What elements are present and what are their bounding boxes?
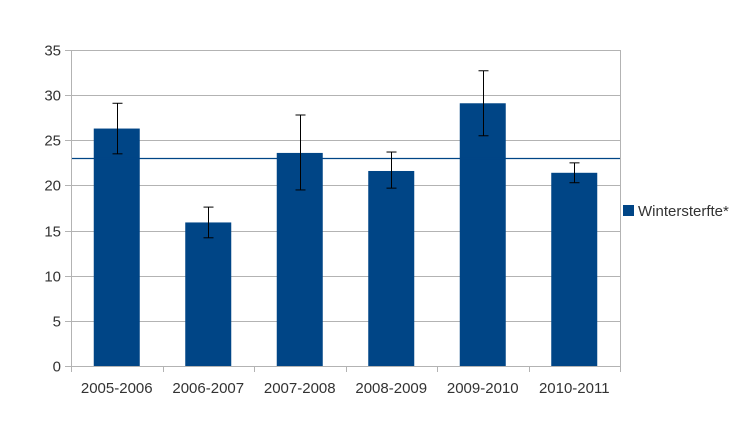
y-tick-label: 10 xyxy=(44,269,61,286)
error-bar xyxy=(295,114,306,191)
y-axis-ticks: 0 5 10 15 20 25 30 35 xyxy=(44,43,71,376)
y-tick-label: 5 xyxy=(53,314,61,331)
y-tick-label: 35 xyxy=(44,43,61,60)
y-tick-label: 20 xyxy=(44,178,61,195)
error-bar xyxy=(386,151,397,189)
error-bar xyxy=(112,102,123,155)
legend: Wintersterfte* xyxy=(623,203,729,220)
x-tick-label: 2005-2006 xyxy=(81,380,153,397)
y-tick-label: 15 xyxy=(44,224,61,241)
legend-label: Wintersterfte* xyxy=(638,203,729,220)
error-bar xyxy=(478,70,489,137)
bar xyxy=(368,170,415,366)
x-tick-label: 2007-2008 xyxy=(264,380,336,397)
bar xyxy=(551,172,598,366)
bar xyxy=(185,222,232,366)
y-tick-label: 30 xyxy=(44,88,61,105)
bars xyxy=(93,103,598,367)
x-tick-label: 2009-2010 xyxy=(447,380,519,397)
x-tick-label: 2006-2007 xyxy=(172,380,244,397)
bar xyxy=(93,128,140,366)
y-tick-label: 0 xyxy=(53,359,61,376)
error-bar xyxy=(569,162,580,184)
x-tick-label: 2010-2011 xyxy=(539,380,610,397)
bar xyxy=(459,103,506,367)
gridlines xyxy=(71,50,620,367)
axes xyxy=(71,50,621,372)
error-bars xyxy=(112,70,580,239)
y-tick-label: 25 xyxy=(44,133,61,150)
bar xyxy=(276,152,323,366)
x-axis-ticks: 2005-2006 2006-2007 2007-2008 2008-2009 2009… xyxy=(71,366,621,397)
error-bar xyxy=(203,206,214,239)
x-tick-label: 2008-2009 xyxy=(355,380,427,397)
legend-swatch xyxy=(623,205,634,216)
